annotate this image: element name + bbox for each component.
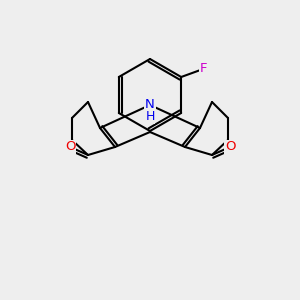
Text: O: O <box>225 140 235 154</box>
Text: N: N <box>145 98 155 112</box>
Text: H: H <box>145 110 155 124</box>
Text: F: F <box>200 62 207 76</box>
Text: O: O <box>65 140 75 154</box>
